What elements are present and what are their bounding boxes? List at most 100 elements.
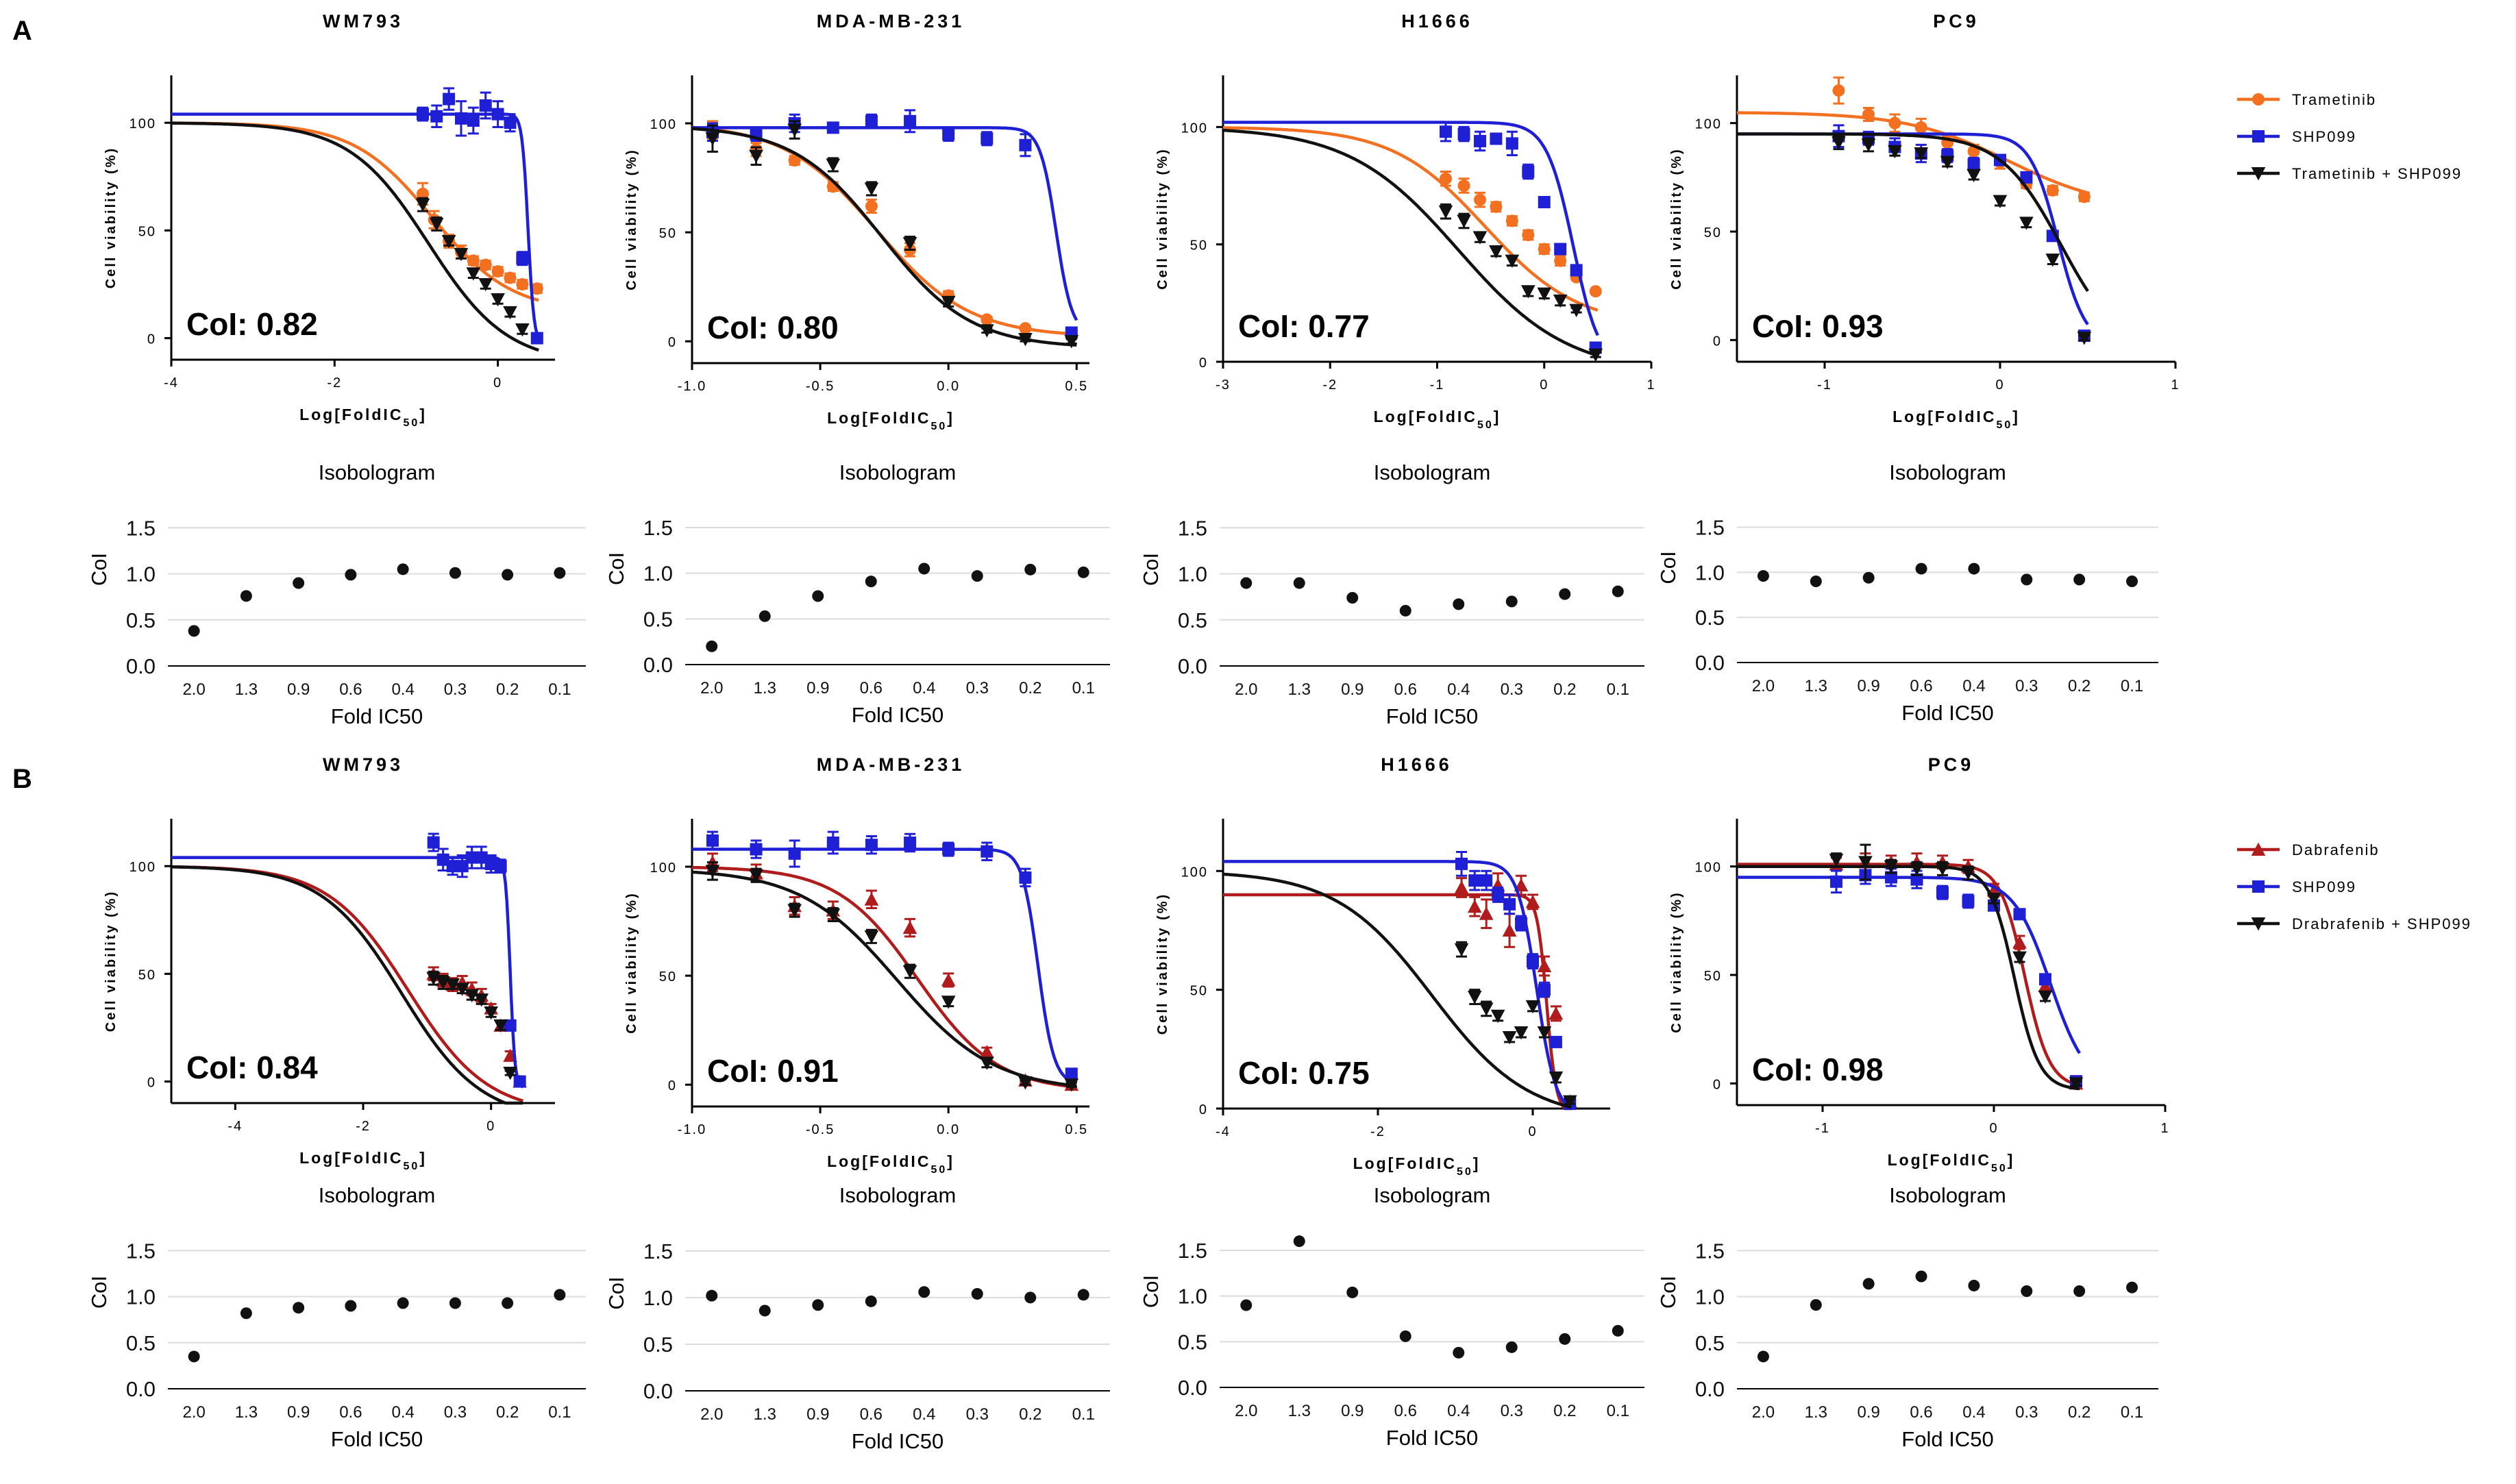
data-point: [981, 132, 994, 145]
legend-label: Dabrafenib: [2292, 841, 2380, 858]
x-tick-label: 2.0: [182, 680, 205, 699]
x-tick-label: 0.4: [1962, 1403, 1985, 1422]
data-point: [1019, 138, 1032, 151]
data-point: [1505, 254, 1520, 269]
isobologram-chart-6: Isobologram 0.0 0.5 1.0 1.5 2.0 1.3 0.9 0.6 0.4 0.…: [604, 1183, 1110, 1453]
series-3: [1222, 872, 1577, 1109]
data-point: [1440, 172, 1452, 185]
y-tick-label: 0: [1713, 1077, 1722, 1092]
data-point: [443, 92, 456, 106]
data-point: [1910, 862, 1924, 876]
isobologram-point: [2073, 573, 2086, 586]
data-point: [484, 1006, 499, 1020]
isobologram-point: [1024, 1291, 1037, 1304]
isobologram-point: [1346, 592, 1359, 604]
isobologram-point: [2126, 1281, 2138, 1294]
data-point: [491, 293, 505, 307]
x-tick-label: -2: [1370, 1124, 1385, 1139]
data-point: [864, 930, 879, 944]
x-tick-label: 0.9: [287, 1403, 310, 1422]
isobologram-point: [1559, 588, 1571, 600]
data-point: [1537, 287, 1552, 301]
fit-curve: [1737, 863, 2080, 1087]
series-3: [691, 861, 1079, 1092]
data-point: [1538, 196, 1551, 209]
series-1: [1223, 126, 1602, 312]
x-tick-label: 0.0: [937, 379, 960, 394]
data-point: [1467, 899, 1482, 913]
y-tick-label: 1.0: [1695, 560, 1725, 584]
x-tick-label: -1: [1430, 378, 1445, 393]
data-point: [513, 1075, 526, 1088]
data-point: [491, 265, 504, 278]
data-point: [1454, 880, 1469, 894]
isobologram-point: [449, 1297, 461, 1309]
data-point: [1525, 1000, 1540, 1014]
data-point: [1862, 108, 1875, 121]
data-point: [1569, 304, 1583, 317]
data-point: [1538, 983, 1551, 996]
x-tick-label: 0.6: [339, 1403, 362, 1422]
data-point: [466, 267, 481, 281]
chart-title: PC9: [1933, 11, 1980, 32]
data-point: [1553, 294, 1568, 308]
y-tick-label: 50: [659, 226, 677, 241]
isobologram-point: [1915, 1270, 1927, 1283]
isobologram-point: [971, 570, 983, 582]
y-tick-label: 50: [1704, 969, 1722, 984]
data-point: [2045, 253, 2060, 267]
data-point: [1490, 1009, 1505, 1024]
x-axis-label: Log[FoldIC50]: [299, 406, 427, 429]
data-point: [941, 995, 956, 1009]
isobologram-point: [2073, 1285, 2086, 1297]
series-2: [1737, 865, 2082, 1088]
y-axis-label: CoI: [1139, 1275, 1163, 1308]
x-tick-label: 0.6: [1394, 680, 1417, 699]
y-axis-label: Cell viability (%): [1669, 147, 1684, 289]
x-tick-label: 0.3: [1501, 1402, 1523, 1420]
data-point: [1832, 136, 1846, 150]
isobologram-chart-4: Isobologram 0.0 0.5 1.0 1.5 2.0 1.3 0.9 0.6 0.4 0.…: [1656, 460, 2158, 725]
isobologram-title: Isobologram: [319, 460, 436, 484]
isobologram-point: [2021, 573, 2033, 586]
isobologram-point: [918, 1286, 930, 1298]
x-tick-label: 0.4: [1447, 680, 1470, 699]
fit-curve: [171, 121, 539, 302]
x-tick-label: 0.1: [2121, 677, 2143, 695]
series-2: [171, 832, 526, 1089]
x-tick-label: -0.5: [806, 1122, 835, 1137]
isobologram-point: [188, 1350, 200, 1363]
legend-swatch-marker: [2252, 130, 2265, 143]
data-point: [706, 834, 719, 847]
chart-title: WM793: [323, 11, 404, 32]
legend-label: Drabrafenib + SHP099: [2292, 915, 2471, 932]
data-point: [504, 1019, 517, 1032]
data-point: [1457, 214, 1471, 228]
data-point: [749, 149, 763, 164]
data-point: [516, 252, 529, 265]
data-point: [942, 843, 955, 856]
x-tick-label: 0.1: [548, 1403, 571, 1422]
data-point: [2069, 1077, 2084, 1091]
coi-annotation: CoI: 0.75: [1238, 1055, 1370, 1091]
data-point: [1440, 125, 1452, 138]
y-tick-label: 0.5: [1178, 608, 1207, 632]
y-tick-label: 50: [1704, 225, 1722, 240]
x-tick-label: 0.3: [966, 1405, 989, 1424]
dose-response-chart-4: PC9 0 50 100 -1 0 1 Log[FoldIC50] Cell viability…: [1669, 11, 2179, 431]
isobologram-title: Isobologram: [839, 1183, 957, 1207]
x-tick-label: -3: [1216, 378, 1231, 393]
data-point: [1986, 893, 2001, 906]
y-tick-label: 1.5: [643, 1239, 673, 1263]
data-point: [1967, 158, 1980, 171]
data-point: [1914, 147, 1929, 161]
data-point: [1505, 214, 1518, 227]
isobologram-chart-3: Isobologram 0.0 0.5 1.0 1.5 2.0 1.3 0.9 0.6 0.4 0.…: [1139, 460, 1644, 728]
x-tick-label: -1.0: [678, 379, 706, 394]
data-point: [2077, 332, 2092, 345]
x-tick-label: 2.0: [1235, 680, 1257, 699]
x-tick-label: -1: [1817, 378, 1832, 393]
x-tick-label: 0.9: [1858, 677, 1880, 695]
data-point: [1830, 875, 1842, 888]
data-point: [1018, 1076, 1033, 1090]
